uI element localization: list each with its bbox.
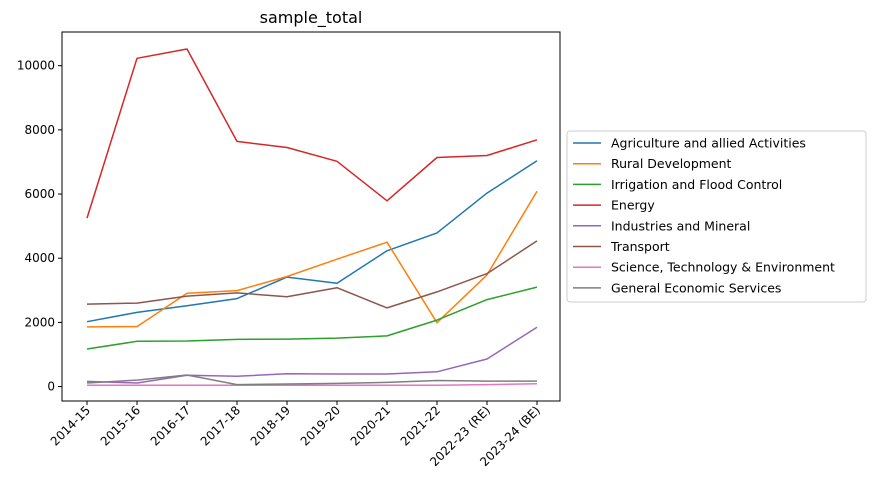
x-tick-label: 2017-18 [198, 403, 243, 448]
legend-entry-label: General Economic Services [611, 280, 781, 295]
x-tick-label: 2018-19 [248, 403, 293, 448]
x-tick-label: 2016-17 [148, 403, 193, 448]
plot-area-frame [61, 31, 561, 402]
legend-entry-label: Energy [611, 198, 655, 213]
y-tick-label: 2000 [24, 315, 55, 329]
legend-entry-label: Rural Development [611, 156, 732, 171]
chart-title: sample_total [260, 8, 363, 28]
legend-entry-label: Agriculture and allied Activities [611, 136, 806, 151]
series-line-transport [86, 240, 538, 309]
x-tick-label: 2014-15 [48, 403, 93, 448]
legend-entry-label: Science, Technology & Environment [611, 260, 835, 275]
y-tick-label: 6000 [24, 187, 55, 201]
x-tick-label: 2019-20 [298, 403, 343, 448]
y-tick-label: 10000 [17, 59, 55, 73]
series-line-rural-development [86, 190, 538, 328]
y-tick-label: 8000 [24, 123, 55, 137]
x-tick-label: 2015-16 [98, 403, 143, 448]
legend-entry-label: Transport [610, 239, 670, 254]
series-line-irrigation-and-flood-control [86, 286, 538, 350]
series-line-industries-and-mineral [86, 326, 538, 384]
series-line-energy [86, 48, 538, 219]
series-line-general-economic-services [86, 374, 537, 386]
legend-box [566, 130, 867, 303]
y-tick-label: 4000 [24, 251, 55, 265]
series-line-agriculture-and-allied-activities [86, 160, 538, 323]
x-tick-label: 2020-21 [348, 403, 393, 448]
legend-entry-label: Irrigation and Flood Control [611, 177, 782, 192]
x-tick-label: 2021-22 [398, 403, 443, 448]
legend-entry-label: Industries and Mineral [611, 218, 750, 233]
y-tick-label: 0 [47, 380, 55, 394]
series-line-science-technology-environment [87, 382, 538, 387]
